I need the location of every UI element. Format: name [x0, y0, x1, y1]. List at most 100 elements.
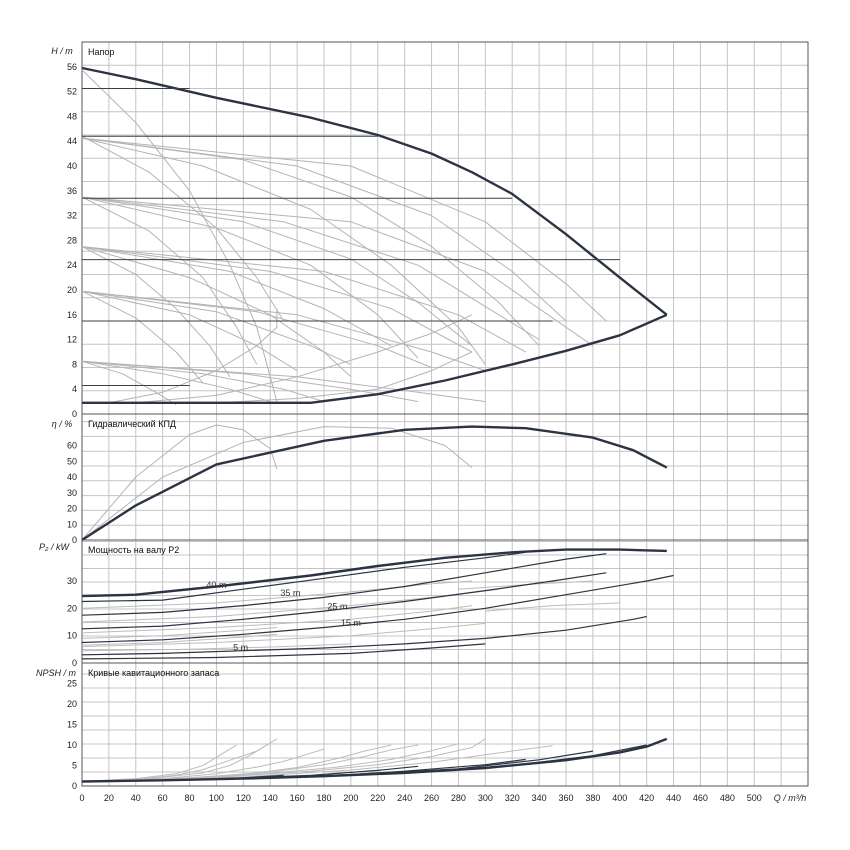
y-tick-label: 56: [67, 62, 77, 72]
y-tick-label: 8: [72, 359, 77, 369]
curve-pump-curve: [81, 137, 486, 365]
series-group: [81, 548, 674, 660]
y-axis-label: P₂ / kW: [39, 542, 70, 552]
curve-label: 5 m: [233, 643, 248, 653]
curve-power-main: [81, 548, 667, 598]
curve-efficiency-medium: [81, 426, 473, 541]
panel-title: Мощность на валу P2: [88, 545, 179, 555]
curve-power-line: [81, 574, 674, 644]
x-tick-label: 300: [478, 793, 493, 803]
curve-pump-curve: [81, 246, 352, 378]
curve-envelope-min: [82, 313, 668, 404]
y-tick-label: 10: [67, 631, 77, 641]
curve-pump-curve: [81, 360, 177, 406]
x-tick-label: 320: [505, 793, 520, 803]
curve-efficiency-small: [81, 424, 278, 541]
curve-pump-curve: [81, 196, 258, 365]
curve-label: 40 m: [206, 580, 226, 590]
y-tick-label: 10: [67, 519, 77, 529]
curve-pump-curve: [81, 290, 432, 368]
curve-power-gray: [81, 643, 351, 652]
curve-pump-curve: [81, 137, 607, 322]
series-group: [81, 66, 668, 406]
y-tick-label: 20: [67, 699, 77, 709]
y-tick-label: 25: [67, 679, 77, 689]
curve-pump-curve: [81, 196, 473, 347]
y-tick-label: 0: [72, 535, 77, 545]
curve-pump-curve: [81, 290, 486, 372]
y-tick-label: 50: [67, 456, 77, 466]
y-tick-label: 15: [67, 720, 77, 730]
panel-title: Кривые кавитационного запаса: [88, 668, 219, 678]
panel-frame: [81, 662, 809, 787]
curve-power-gray: [81, 622, 486, 648]
y-tick-label: 32: [67, 211, 77, 221]
series-group: [81, 737, 668, 783]
x-tick-label: 420: [639, 793, 654, 803]
curve-pump-curve: [81, 135, 285, 322]
x-tick-label: 280: [451, 793, 466, 803]
curve-pump-curve: [81, 246, 473, 353]
x-tick-label: 400: [612, 793, 627, 803]
curve-pump-curve: [81, 290, 352, 365]
curve-pump-curve: [81, 290, 204, 384]
curve-pump-curve: [81, 246, 231, 378]
x-tick-label: 20: [104, 793, 114, 803]
x-tick-label: 100: [209, 793, 224, 803]
x-tick-label: 160: [290, 793, 305, 803]
curve-op-trace: [216, 351, 473, 404]
y-tick-label: 44: [67, 136, 77, 146]
series-group: [81, 424, 668, 542]
y-tick-label: 40: [67, 161, 77, 171]
y-tick-label: 0: [72, 409, 77, 419]
x-tick-label: 380: [585, 793, 600, 803]
y-tick-label: 4: [72, 384, 77, 394]
y-axis-label: η / %: [52, 419, 73, 429]
y-tick-label: 30: [67, 488, 77, 498]
curve-power-gray: [81, 633, 277, 646]
curve-label: 35 m: [280, 588, 300, 598]
curve-envelope-max: [81, 66, 668, 316]
curve-pump-curve: [81, 137, 540, 347]
curve-label: 25 m: [327, 602, 347, 612]
curve-power-gray: [81, 627, 277, 639]
x-tick-label: 200: [343, 793, 358, 803]
x-tick-label: 120: [236, 793, 251, 803]
x-tick-label: 500: [747, 793, 762, 803]
y-tick-label: 12: [67, 335, 77, 345]
x-tick-label: 140: [263, 793, 278, 803]
curve-power-line: [81, 553, 607, 616]
y-tick-label: 20: [67, 285, 77, 295]
y-tick-label: 24: [67, 260, 77, 270]
curve-pump-curve: [81, 196, 594, 347]
x-tick-label: 480: [720, 793, 735, 803]
x-tick-label: 60: [158, 793, 168, 803]
y-tick-label: 10: [67, 740, 77, 750]
curve-pump-curve: [81, 196, 540, 341]
y-tick-label: 48: [67, 111, 77, 121]
y-tick-label: 20: [67, 603, 77, 613]
curve-efficiency-main: [81, 425, 668, 542]
curve-power-gray: [81, 580, 472, 609]
y-tick-label: 60: [67, 441, 77, 451]
y-tick-label: 0: [72, 658, 77, 668]
x-tick-label: 180: [316, 793, 331, 803]
curve-pump-curve: [81, 246, 392, 347]
curve-pump-curve: [81, 69, 278, 402]
x-tick-label: 360: [558, 793, 573, 803]
y-tick-label: 52: [67, 87, 77, 97]
x-tick-label: 220: [370, 793, 385, 803]
curve-npsh-gray: [81, 744, 237, 782]
x-tick-label: 80: [185, 793, 195, 803]
panel-title: Напор: [88, 47, 114, 57]
curve-pump-curve: [81, 137, 567, 322]
y-tick-label: 16: [67, 310, 77, 320]
curve-power-line: [81, 551, 526, 603]
curve-npsh-line: [81, 774, 284, 783]
curve-pump-curve: [81, 196, 419, 359]
curve-power-line: [81, 615, 647, 656]
x-tick-label: 40: [131, 793, 141, 803]
x-tick-label: 340: [532, 793, 547, 803]
y-axis-label: NPSH / m: [36, 668, 77, 678]
